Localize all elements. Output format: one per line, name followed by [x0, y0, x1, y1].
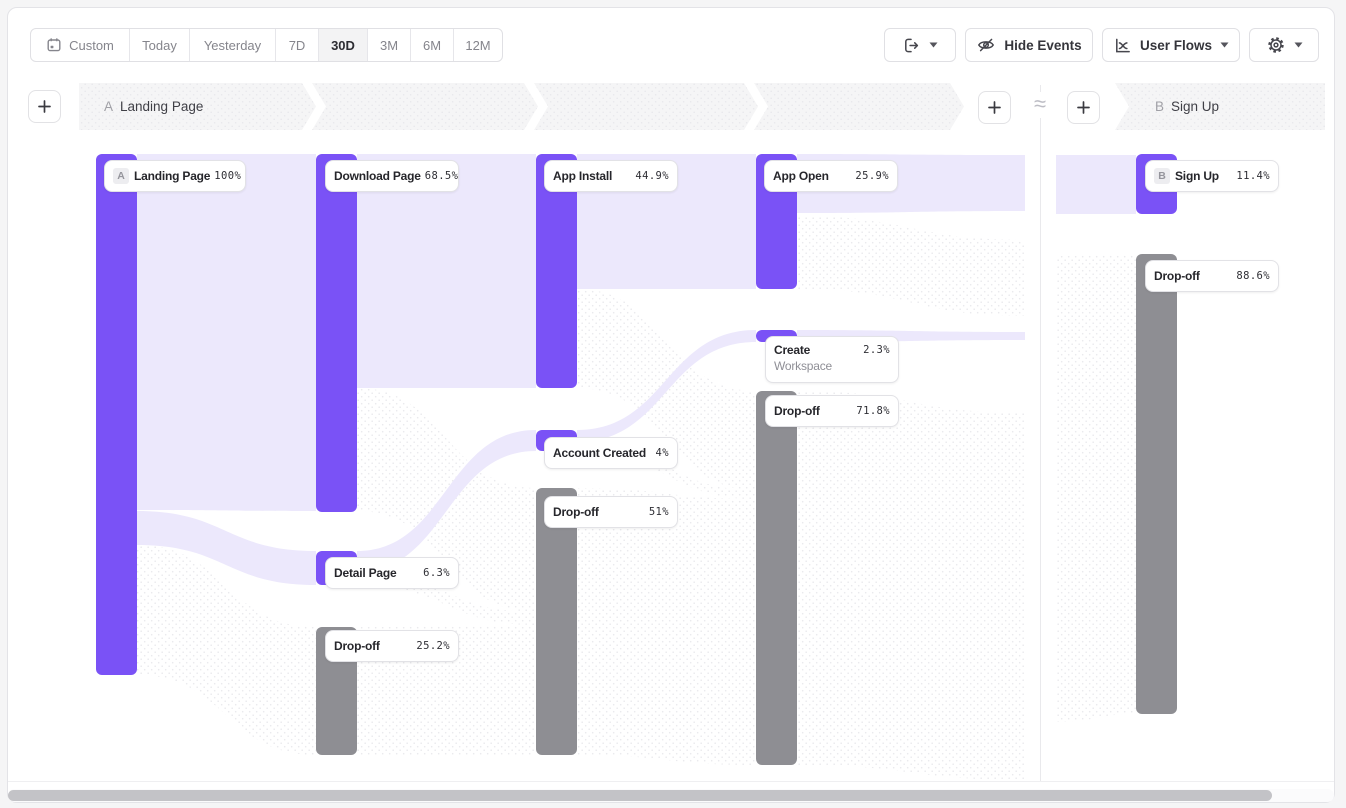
plus-icon: [38, 100, 51, 113]
node-card-dropoff-3[interactable]: Drop-off 51%: [544, 496, 678, 528]
node-card-sign-up[interactable]: B Sign Up 11.4%: [1145, 160, 1279, 192]
step-b-name: Sign Up: [1171, 99, 1220, 114]
bar-landing-page[interactable]: [96, 154, 137, 675]
node-pct: 100%: [214, 170, 242, 182]
node-card-app-install[interactable]: App Install 44.9%: [544, 160, 678, 192]
approx-symbol: ≈: [1026, 92, 1054, 118]
date-range-yesterday[interactable]: Yesterday: [189, 29, 275, 61]
node-pct: 25.9%: [855, 170, 889, 182]
node-pct: 4%: [655, 447, 669, 459]
node-pct: 25.2%: [416, 640, 450, 652]
canvas-bottom-line: [8, 781, 1334, 782]
hide-events-button[interactable]: Hide Events: [965, 28, 1093, 62]
event-flows: [137, 154, 1136, 585]
add-step-before-a-button[interactable]: [28, 90, 61, 123]
node-card-app-open[interactable]: App Open 25.9%: [764, 160, 898, 192]
bar-dropoff-b[interactable]: [1136, 254, 1177, 714]
node-name: Drop-off: [553, 505, 599, 519]
step-b-badge: B: [1154, 168, 1170, 184]
settings-button[interactable]: [1249, 28, 1319, 62]
plus-icon: [988, 101, 1001, 114]
node-pct: 51%: [648, 506, 669, 518]
date-range-30d[interactable]: 30D: [318, 29, 367, 61]
date-range-6m[interactable]: 6M: [410, 29, 453, 61]
user-flows-icon: [1116, 38, 1130, 52]
node-pct: 6.3%: [423, 567, 450, 579]
bar-download-page[interactable]: [316, 154, 357, 512]
node-name: App Install: [553, 169, 613, 183]
node-card-dropoff-b[interactable]: Drop-off 88.6%: [1145, 260, 1279, 292]
node-name-line1: Create: [774, 343, 811, 357]
node-name: Drop-off: [1154, 269, 1200, 283]
step-a-name: Landing Page: [120, 99, 204, 114]
horizontal-scrollbar[interactable]: [8, 789, 1334, 802]
chevron-down-icon: [1294, 42, 1302, 48]
node-name-line2: Workspace: [774, 359, 833, 373]
node-pct: 71.8%: [856, 405, 890, 417]
calendar-icon: [46, 37, 62, 53]
chevron-down-icon: [929, 42, 938, 48]
bar-app-install[interactable]: [536, 154, 577, 388]
section-divider: [1040, 85, 1041, 781]
add-step-after-a-button[interactable]: [978, 91, 1011, 124]
plus-icon: [1077, 101, 1090, 114]
step-a-label[interactable]: A Landing Page: [104, 83, 203, 130]
date-range-control: Custom Today Yesterday 7D 30D 3M 6M 12M: [30, 28, 503, 62]
node-card-landing-page[interactable]: A Landing Page 100%: [104, 160, 246, 192]
step-a-badge: A: [113, 168, 129, 184]
date-range-7d[interactable]: 7D: [275, 29, 318, 61]
node-pct: 11.4%: [1236, 170, 1270, 182]
node-name: Drop-off: [774, 404, 820, 418]
export-button[interactable]: [884, 28, 956, 62]
bar-dropoff-4[interactable]: [756, 391, 797, 765]
add-step-before-b-button[interactable]: [1067, 91, 1100, 124]
node-card-detail-page[interactable]: Detail Page 6.3%: [325, 557, 459, 589]
export-icon: [905, 38, 919, 52]
node-name: Detail Page: [334, 566, 397, 580]
date-range-12m[interactable]: 12M: [453, 29, 502, 61]
node-name: App Open: [773, 169, 829, 183]
gear-icon: [1267, 37, 1284, 53]
node-pct: 2.3%: [863, 344, 890, 356]
node-pct: 44.9%: [635, 170, 669, 182]
date-range-today[interactable]: Today: [129, 29, 189, 61]
node-pct: 68.5%: [424, 170, 459, 182]
view-selector-button[interactable]: User Flows: [1102, 28, 1240, 62]
step-a-letter: A: [104, 99, 114, 114]
bar-dropoff-3[interactable]: [536, 488, 577, 755]
node-card-dropoff-2[interactable]: Drop-off 25.2%: [325, 630, 459, 662]
chevron-down-icon: [1220, 42, 1229, 48]
node-name: Landing Page: [134, 169, 211, 183]
horizontal-scrollbar-thumb[interactable]: [8, 790, 1272, 801]
date-range-custom[interactable]: Custom: [31, 29, 129, 61]
date-range-3m[interactable]: 3M: [367, 29, 410, 61]
step-bands: [79, 83, 1325, 130]
node-card-dropoff-4[interactable]: Drop-off 71.8%: [765, 395, 899, 427]
node-name: Account Created: [553, 446, 647, 460]
step-b-letter: B: [1155, 99, 1165, 114]
node-card-create-workspace[interactable]: Create 2.3% Workspace: [765, 336, 899, 383]
node-pct: 88.6%: [1236, 270, 1270, 282]
node-name: Download Page: [334, 169, 421, 183]
eye-off-icon: [978, 38, 995, 52]
node-card-account-created[interactable]: Account Created 4%: [544, 437, 678, 469]
node-card-download-page[interactable]: Download Page 68.5%: [325, 160, 459, 192]
node-name: Drop-off: [334, 639, 380, 653]
node-name: Sign Up: [1175, 169, 1219, 183]
step-b-label[interactable]: B Sign Up: [1155, 83, 1219, 130]
